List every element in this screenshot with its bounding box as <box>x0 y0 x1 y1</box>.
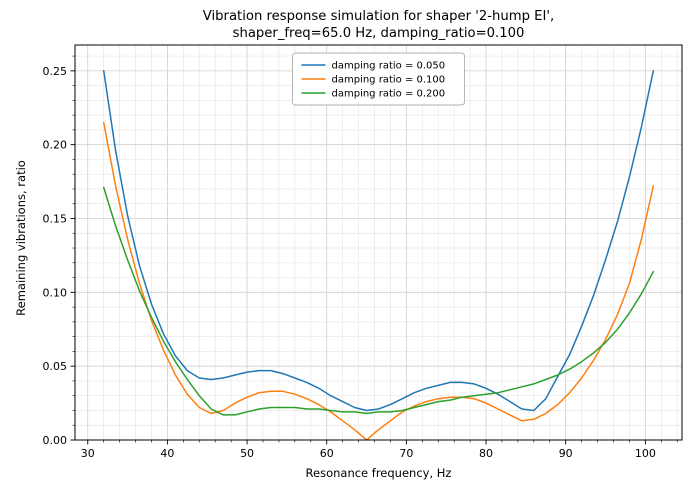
x-tick-label: 30 <box>81 447 95 460</box>
plot-border <box>74 44 683 441</box>
y-tick-label: 0.15 <box>43 213 68 226</box>
legend-label: damping ratio = 0.200 <box>332 89 446 100</box>
legend-label: damping ratio = 0.100 <box>332 75 446 86</box>
legend-label: damping ratio = 0.050 <box>332 61 446 72</box>
y-tick-label: 0.05 <box>43 360 68 373</box>
legend: damping ratio = 0.050 damping ratio = 0.1… <box>292 52 465 106</box>
x-tick-label: 100 <box>635 447 656 460</box>
x-tick-label: 50 <box>240 447 254 460</box>
x-tick-label: 60 <box>320 447 334 460</box>
y-tick-label: 0.00 <box>43 434 68 447</box>
chart-title: Vibration response simulation for shaper… <box>75 9 682 42</box>
series-line-0 <box>102 70 655 412</box>
x-axis-label: Resonance frequency, Hz <box>305 466 452 480</box>
chart-title-line1: Vibration response simulation for shaper… <box>202 9 555 24</box>
series-line-2 <box>102 186 655 416</box>
y-tick-label: 0.25 <box>43 65 68 78</box>
x-tick-label: 90 <box>559 447 573 460</box>
x-tick-label: 80 <box>479 447 493 460</box>
chart-title-line2: shaper_freq=65.0 Hz, damping_ratio=0.100 <box>232 25 525 41</box>
y-tick-label: 0.10 <box>43 286 68 299</box>
series-group <box>102 70 655 440</box>
x-tick-label: 40 <box>160 447 174 460</box>
x-tick-label: 70 <box>399 447 413 460</box>
y-tick-label: 0.20 <box>43 139 68 152</box>
series-line-1 <box>102 121 655 440</box>
legend-box <box>292 52 465 106</box>
